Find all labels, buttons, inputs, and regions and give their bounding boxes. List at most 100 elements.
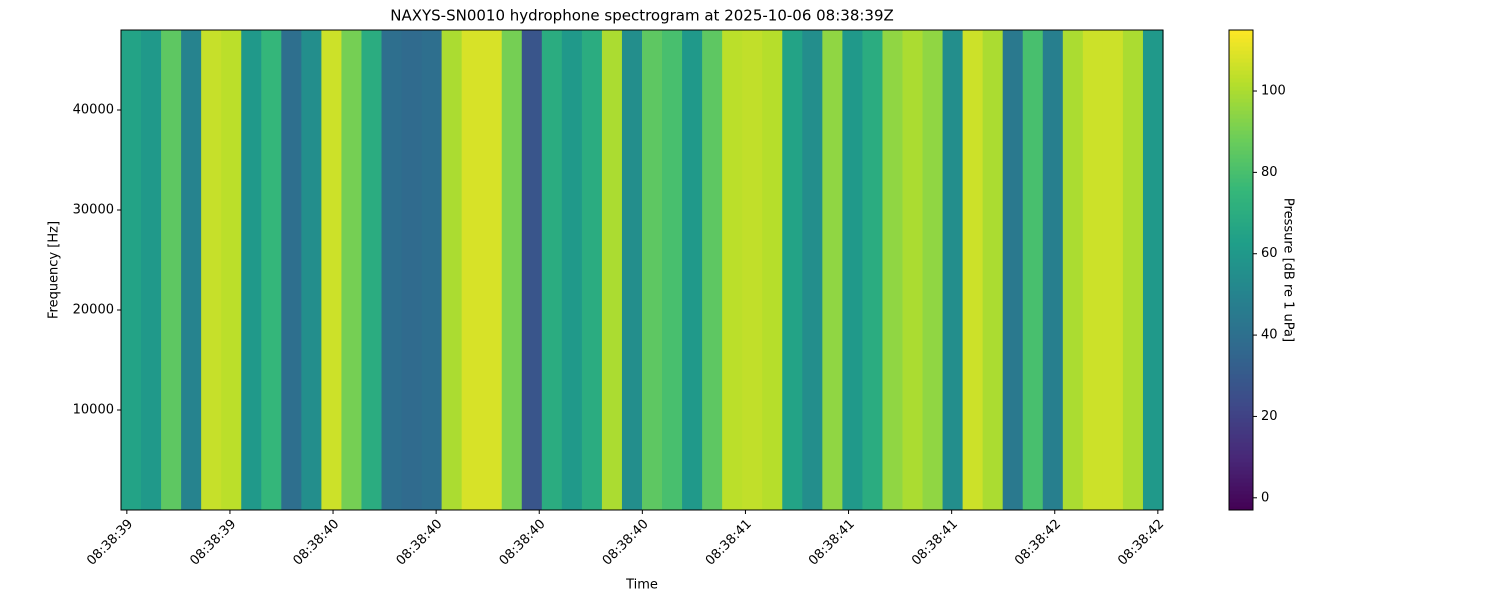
colorbar-segment [1229, 86, 1253, 91]
colorbar-segment [1229, 282, 1253, 287]
colorbar-segment [1229, 42, 1253, 47]
colorbar-segment [1229, 290, 1253, 295]
spectrogram-cell [441, 30, 463, 510]
colorbar-segment [1229, 370, 1253, 375]
colorbar-segment [1229, 362, 1253, 367]
colorbar-segment [1229, 474, 1253, 479]
spectrogram-cell [201, 30, 222, 510]
colorbar-segment [1229, 210, 1253, 215]
spectrogram-cell [561, 30, 583, 510]
colorbar-segment [1229, 54, 1253, 59]
spectrogram-cell [1082, 30, 1104, 510]
spectrogram-cell [501, 30, 523, 510]
colorbar-segment [1229, 390, 1253, 395]
colorbar-segment [1229, 242, 1253, 247]
colorbar-segment [1229, 126, 1253, 131]
colorbar-segment [1229, 246, 1253, 251]
spectrogram-cell [1062, 30, 1084, 510]
colorbar-segment [1229, 438, 1253, 443]
colorbar-tick-label: 60 [1261, 246, 1278, 261]
x-tick-label: 08:38:39 [84, 517, 136, 569]
colorbar-segment [1229, 214, 1253, 219]
spectrogram-cell [942, 30, 964, 510]
colorbar-segment [1229, 462, 1253, 467]
colorbar-segment [1229, 314, 1253, 319]
colorbar-segment [1229, 98, 1253, 103]
colorbar-segment [1229, 222, 1253, 227]
colorbar-segment [1229, 266, 1253, 271]
colorbar-segment [1229, 422, 1253, 427]
colorbar-segment [1229, 250, 1253, 255]
colorbar-segment [1229, 310, 1253, 315]
spectrogram-cell [802, 30, 823, 510]
colorbar-segment [1229, 378, 1253, 383]
colorbar-segment [1229, 186, 1253, 191]
colorbar-segment [1229, 354, 1253, 359]
colorbar-segment [1229, 30, 1253, 35]
colorbar-segment [1229, 258, 1253, 263]
x-tick-label: 08:38:42 [1012, 517, 1064, 569]
colorbar-segment [1229, 194, 1253, 199]
colorbar-segment [1229, 70, 1253, 75]
colorbar-segment [1229, 226, 1253, 231]
colorbar-segment [1229, 46, 1253, 51]
colorbar-segment [1229, 434, 1253, 439]
spectrogram-cell [361, 30, 383, 510]
spectrogram-cell [842, 30, 864, 510]
colorbar-tick-label: 0 [1261, 490, 1269, 505]
colorbar-label: Pressure [dB re 1 uPa] [1281, 198, 1296, 342]
chart-title: NAXYS-SN0010 hydrophone spectrogram at 2… [390, 7, 894, 25]
colorbar-segment [1229, 398, 1253, 403]
spectrogram-cell [261, 30, 282, 510]
colorbar-segment [1229, 138, 1253, 143]
colorbar-segment [1229, 322, 1253, 327]
spectrogram-cell [401, 30, 423, 510]
colorbar-segment [1229, 218, 1253, 223]
colorbar-segment [1229, 350, 1253, 355]
colorbar-segment [1229, 154, 1253, 159]
spectrogram-cell [521, 30, 543, 510]
colorbar-segment [1229, 286, 1253, 291]
colorbar-segment [1229, 170, 1253, 175]
colorbar-segment [1229, 406, 1253, 411]
colorbar-segment [1229, 410, 1253, 415]
colorbar-segment [1229, 118, 1253, 123]
x-tick-label: 08:38:40 [290, 517, 342, 569]
x-tick-label: 08:38:42 [1115, 517, 1167, 569]
y-tick-label: 30000 [73, 203, 114, 218]
x-tick-label: 08:38:41 [806, 517, 858, 569]
spectrogram-cell [1002, 30, 1024, 510]
colorbar-segment [1229, 342, 1253, 347]
colorbar-segment [1229, 454, 1253, 459]
colorbar-segment [1229, 122, 1253, 127]
colorbar-segment [1229, 446, 1253, 451]
colorbar-segment [1229, 386, 1253, 391]
colorbar-segment [1229, 394, 1253, 399]
y-tick-label: 10000 [73, 403, 114, 418]
spectrogram-cell [241, 30, 262, 510]
colorbar-segment [1229, 142, 1253, 147]
spectrogram-cell [682, 30, 703, 510]
spectrogram-cell [381, 30, 403, 510]
spectrogram-cell [141, 30, 162, 510]
colorbar-segment [1229, 450, 1253, 455]
colorbar-segment [1229, 498, 1253, 503]
colorbar-segment [1229, 114, 1253, 119]
colorbar-segment [1229, 366, 1253, 371]
spectrogram-cell [1042, 30, 1064, 510]
colorbar-segment [1229, 182, 1253, 187]
colorbar-segment [1229, 206, 1253, 211]
colorbar-segment [1229, 318, 1253, 323]
spectrogram-cell [281, 30, 302, 510]
spectrogram-cell [862, 30, 884, 510]
spectrogram-cell [962, 30, 984, 510]
colorbar-segment [1229, 130, 1253, 135]
spectrogram-cell [181, 30, 202, 510]
colorbar-tick-label: 40 [1261, 328, 1278, 343]
x-tick-label: 08:38:41 [703, 517, 755, 569]
spectrogram-cell [421, 30, 443, 510]
y-tick-label: 20000 [73, 303, 114, 318]
colorbar-segment [1229, 238, 1253, 243]
spectrogram-cell [341, 30, 363, 510]
